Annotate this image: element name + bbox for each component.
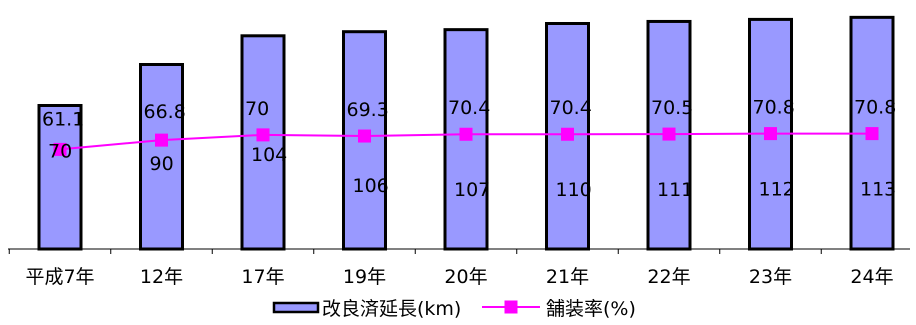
ticks-layer: 平成7年 12年 17年 19年 20年 21年 22年 23年 24年 (8, 249, 894, 288)
line-layer (53, 127, 879, 156)
bar-value-label: 104 (251, 144, 287, 166)
x-tick-label: 22年 (647, 266, 690, 288)
line-value-label: 70.8 (753, 97, 795, 119)
legend-line-label: 舗装率(%) (546, 298, 636, 320)
line-marker-6 (561, 127, 574, 141)
x-tick-label: 19年 (343, 266, 386, 288)
line-marker-3 (256, 128, 270, 142)
legend-bar-label: 改良済延長(km) (322, 298, 461, 320)
line-marker-9 (865, 127, 879, 141)
legend-line-marker (504, 300, 518, 314)
bar-value-label: 90 (150, 153, 174, 175)
line-value-label: 70.5 (651, 97, 693, 119)
bar-value-label: 112 (759, 179, 795, 201)
line-value-label: 70.4 (448, 97, 490, 119)
line-marker-2 (155, 133, 168, 147)
bar-value-label: 107 (454, 179, 490, 201)
legend-bar-swatch (272, 301, 320, 314)
x-tick-label: 21年 (546, 266, 589, 288)
line-marker-4 (358, 129, 371, 143)
x-tick-label: 17年 (241, 266, 284, 288)
line-marker-1 (53, 142, 67, 156)
line-value-label: 70.4 (550, 97, 592, 119)
line-marker-5 (459, 127, 473, 141)
x-tick-label: 20年 (444, 266, 487, 288)
line-value-label: 66.8 (144, 101, 186, 123)
bar-1 (37, 104, 83, 251)
legend: 改良済延長(km) 舗装率(%) (272, 298, 636, 320)
x-tick-label: 23年 (749, 266, 792, 288)
labels-layer: 70 90 104 106 107 110 111 112 113 61.1 66.8 70 69.3 7… (42, 97, 896, 202)
line-value-label: 61.1 (42, 108, 84, 130)
bar-3 (240, 34, 286, 251)
x-tick-label: 12年 (140, 266, 183, 288)
x-tick-label: 平成7年 (25, 266, 94, 288)
line-value-label: 70 (245, 98, 269, 120)
line-value-label: 69.3 (347, 99, 389, 121)
bar-value-label: 110 (556, 179, 592, 201)
x-tick-label: 24年 (850, 266, 893, 288)
bar-value-label: 113 (860, 179, 896, 201)
bar-value-label: 70 (48, 140, 72, 162)
line-value-label: 70.8 (854, 97, 896, 119)
bar-value-label: 106 (353, 175, 389, 197)
bar-2 (139, 63, 184, 251)
line-marker-7 (662, 127, 676, 141)
bar-value-label: 111 (657, 179, 693, 201)
line-marker-8 (764, 127, 777, 141)
